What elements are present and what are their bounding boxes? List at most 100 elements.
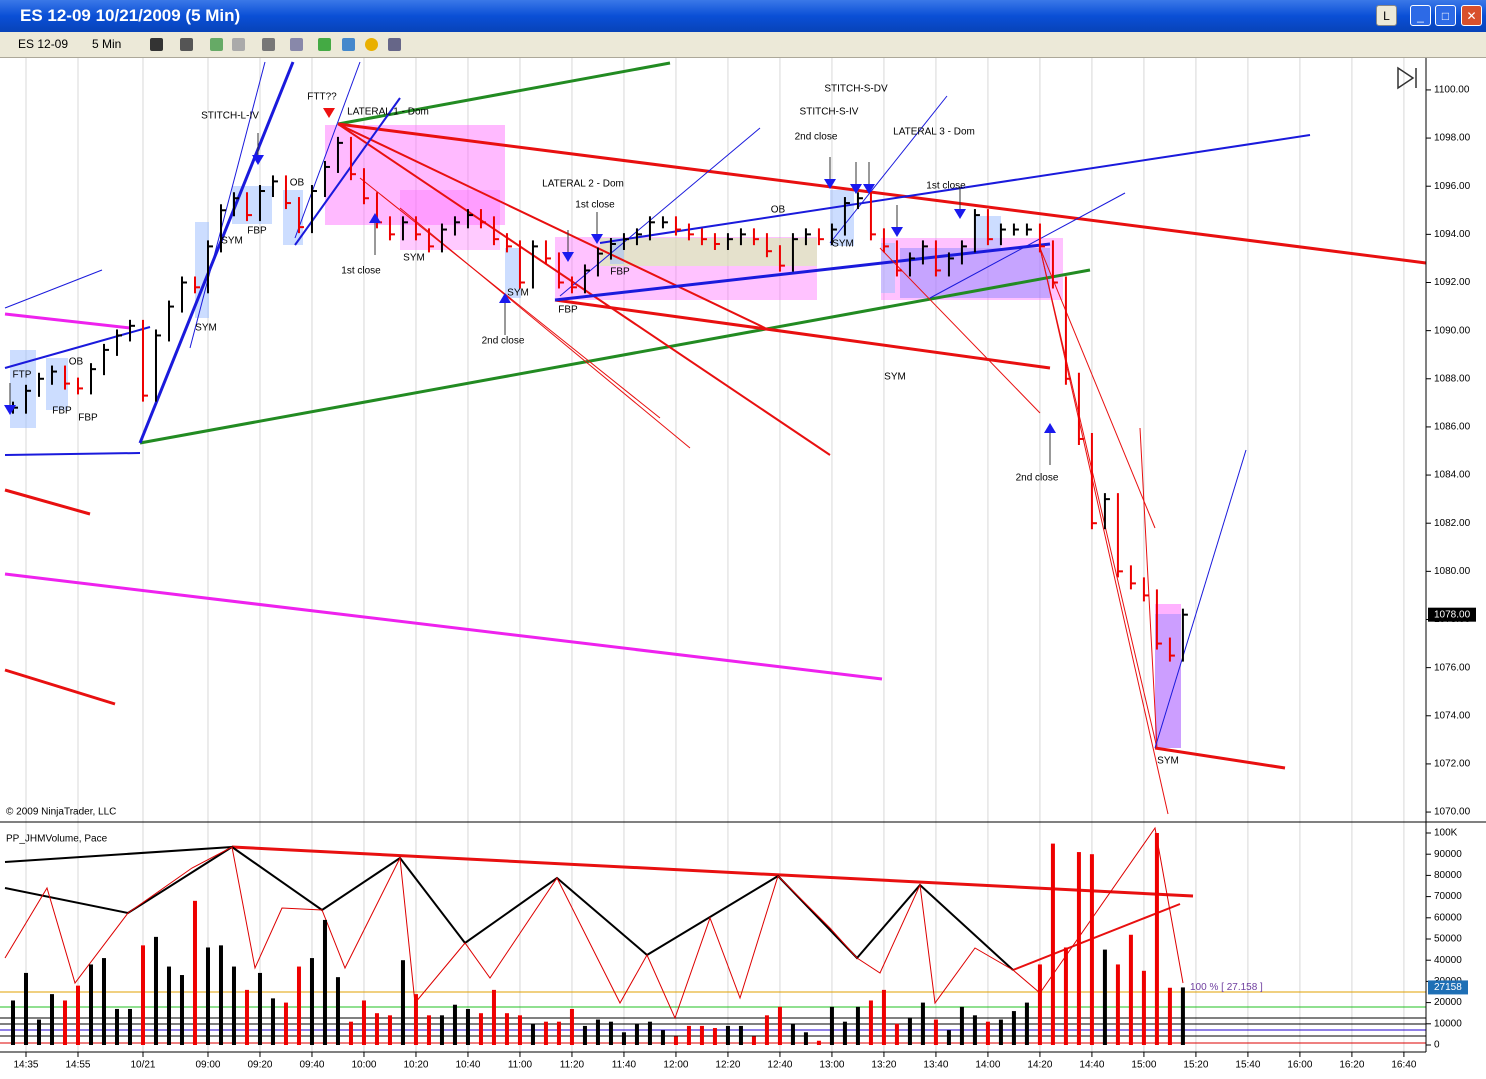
price-tick-label: 1074.00 <box>1434 710 1471 721</box>
volume-bar <box>361 1000 366 1046</box>
pace-label: 100 % [ 27.158 ] <box>1190 982 1263 993</box>
volume-bar <box>751 1036 756 1046</box>
volume-bar <box>699 1025 704 1046</box>
annotation: OB <box>771 205 786 216</box>
volume-bar <box>959 1006 964 1046</box>
time-tick-label: 13:40 <box>923 1060 948 1071</box>
zoom-out-icon[interactable] <box>232 38 245 51</box>
instrument-selector[interactable]: ES 12-09 <box>18 37 69 51</box>
indicator-name: PP_JHMVolume, Pace <box>6 834 108 845</box>
signal-arrow <box>863 184 875 194</box>
volume-bar <box>777 1006 782 1046</box>
signal-arrow <box>891 227 903 237</box>
trend-line <box>337 123 766 329</box>
volume-bar <box>1141 970 1146 1046</box>
draw-icon[interactable] <box>180 38 193 51</box>
volume-bar <box>166 966 171 1046</box>
time-tick-label: 14:20 <box>1027 1060 1052 1071</box>
data-box-icon[interactable] <box>388 38 401 51</box>
current-price-box <box>1428 607 1476 622</box>
volume-bar <box>88 964 93 1046</box>
properties-icon[interactable] <box>290 38 303 51</box>
volume-bar <box>855 1006 860 1046</box>
volume-tick-label: 20000 <box>1434 997 1462 1008</box>
volume-bar <box>426 1015 431 1046</box>
minimize-button[interactable]: _ <box>1410 5 1431 26</box>
volume-bar <box>1102 949 1107 1046</box>
annotation: OB <box>69 357 84 368</box>
volume-bar <box>712 1028 717 1046</box>
volume-bar <box>569 1008 574 1046</box>
volume-bar <box>829 1006 834 1046</box>
pattern-zone <box>505 248 521 298</box>
volume-tick-label: 80000 <box>1434 870 1462 881</box>
volume-bar <box>335 977 340 1046</box>
volume-bar <box>985 1021 990 1046</box>
annotation: SYM <box>195 323 217 334</box>
time-tick-label: 12:40 <box>767 1060 792 1071</box>
time-tick-label: 13:00 <box>819 1060 844 1071</box>
time-tick-label: 11:40 <box>612 1060 637 1071</box>
volume-bar <box>998 1019 1003 1046</box>
annotation: 2nd close <box>482 336 525 347</box>
time-tick-label: 09:00 <box>195 1060 220 1071</box>
annotation: LATERAL 1 - Dom <box>347 107 429 118</box>
pointer-icon[interactable] <box>262 38 275 51</box>
volume-bar <box>283 1002 288 1046</box>
volume-tick-label: 40000 <box>1434 955 1462 966</box>
signal-arrow <box>591 234 603 244</box>
volume-bar <box>556 1021 561 1046</box>
volume-bar <box>101 958 106 1046</box>
volume-tick-label: 90000 <box>1434 849 1462 860</box>
interval-selector[interactable]: 5 Min <box>92 37 122 51</box>
volume-bar <box>439 1015 444 1046</box>
volume-bar <box>920 1002 925 1046</box>
trend-line <box>559 127 761 297</box>
volume-bar <box>218 945 223 1046</box>
volume-bar <box>1063 947 1068 1046</box>
time-tick-label: 14:55 <box>65 1060 90 1071</box>
price-tick-label: 1086.00 <box>1434 422 1471 433</box>
time-tick-label: 09:20 <box>247 1060 272 1071</box>
volume-bar <box>634 1023 639 1046</box>
volume-bar <box>738 1025 743 1046</box>
trend-line <box>1154 746 1286 770</box>
volume-tick-label: 50000 <box>1434 934 1462 945</box>
maximize-button[interactable]: □ <box>1435 5 1456 26</box>
time-tick-label: 10:00 <box>351 1060 376 1071</box>
time-tick-label: 10:20 <box>403 1060 428 1071</box>
scroll-end-icon[interactable] <box>1397 66 1417 90</box>
time-tick-label: 13:20 <box>871 1060 896 1071</box>
current-price: 1078.00 <box>1434 609 1471 620</box>
annotation: SYM <box>507 288 529 299</box>
annotation: FBP <box>78 413 98 424</box>
pattern-zone <box>10 350 36 428</box>
zoom-in-icon[interactable] <box>210 38 223 51</box>
volume-tick-label: 60000 <box>1434 912 1462 923</box>
volume-bar <box>803 1032 808 1046</box>
indicator-icon[interactable] <box>342 38 355 51</box>
volume-bar <box>582 1025 587 1046</box>
order-icon[interactable] <box>365 38 378 51</box>
time-tick-label: 14:40 <box>1079 1060 1104 1071</box>
volume-bar <box>894 1023 899 1046</box>
volume-bar <box>348 1021 353 1046</box>
annotation: FBP <box>247 226 267 237</box>
volume-trend-line <box>4 845 1014 971</box>
close-button[interactable]: ✕ <box>1461 5 1482 26</box>
link-button[interactable]: L <box>1376 5 1397 26</box>
time-tick-label: 09:40 <box>299 1060 324 1071</box>
price-tick-label: 1092.00 <box>1434 277 1471 288</box>
price-tick-label: 1070.00 <box>1434 807 1471 818</box>
volume-bar <box>1076 852 1081 1046</box>
strategy-icon[interactable] <box>318 38 331 51</box>
trend-line <box>337 122 1427 265</box>
signal-arrow <box>824 179 836 189</box>
volume-bar <box>114 1008 119 1046</box>
volume-bar <box>946 1030 951 1046</box>
bar-type-icon[interactable] <box>150 38 163 51</box>
annotation: FBP <box>52 406 72 417</box>
volume-bar <box>231 966 236 1046</box>
copyright: © 2009 NinjaTrader, LLC <box>6 807 116 818</box>
volume-bar <box>387 1015 392 1046</box>
